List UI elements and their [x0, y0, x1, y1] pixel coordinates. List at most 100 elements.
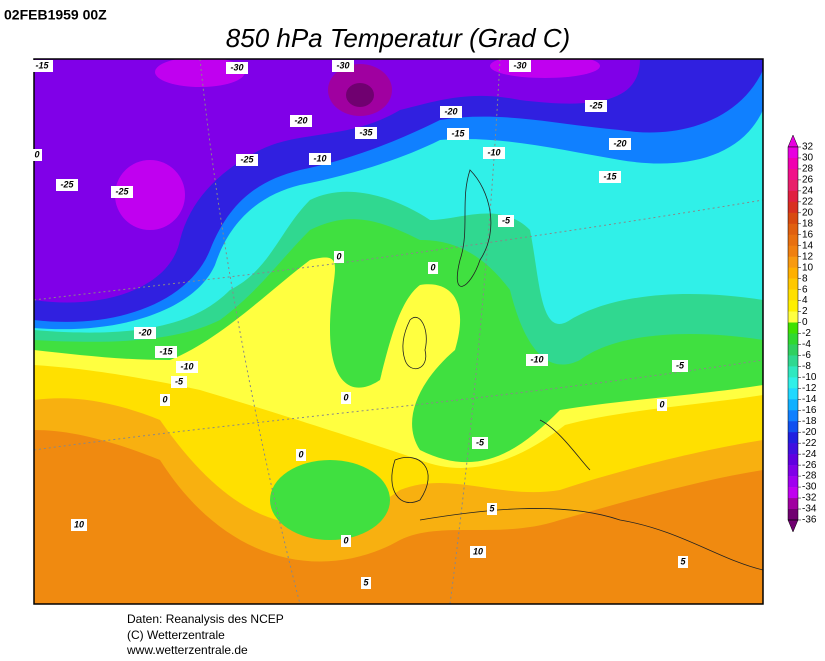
contour-label-box [672, 360, 688, 372]
colorbar-band [788, 245, 798, 257]
contour-label: -15 [603, 171, 617, 181]
colorbar-band [788, 465, 798, 477]
colorbar-tick-label: -30 [802, 482, 817, 493]
colorbar-tick-label: -24 [802, 449, 817, 460]
colorbar-tick-label: -2 [802, 328, 811, 339]
contour-label: -20 [444, 106, 457, 116]
contour-label-box [334, 251, 344, 263]
contour-label: 10 [473, 546, 483, 556]
contour-label-box [290, 115, 312, 127]
colorbar-band [788, 289, 798, 301]
contour-label: -5 [502, 215, 511, 225]
colorbar-tick-label: -28 [802, 471, 817, 482]
colorbar-band [788, 509, 798, 521]
contour-label-box [226, 62, 248, 74]
colorbar-band [788, 168, 798, 181]
contour-label: 0 [34, 149, 39, 159]
contour-label: 0 [162, 394, 167, 404]
contour-label-box [498, 215, 514, 227]
colorbar-tick-label: -4 [802, 339, 811, 350]
contour-label-box [609, 138, 631, 150]
contour-label-box [111, 186, 133, 198]
contour-label-box [361, 577, 371, 589]
contour-label-box [447, 128, 469, 140]
contour-label-box [176, 361, 198, 373]
contour-label-box [341, 392, 351, 404]
contour-label-box [526, 354, 548, 366]
footer-line: Daten: Reanalysis des NCEP [127, 612, 284, 626]
contour-label: -10 [313, 153, 326, 163]
contour-label: 0 [430, 262, 435, 272]
colorbar-band [788, 311, 798, 323]
colorbar-band [788, 333, 798, 345]
colorbar-band [788, 300, 798, 312]
colorbar-band [788, 377, 798, 389]
contour-label-box [309, 153, 331, 165]
contour-label: -15 [159, 346, 173, 356]
contour-label-box [428, 262, 438, 274]
contour-label: -30 [230, 62, 243, 72]
contour-label-box [657, 399, 667, 411]
colorbar-tick-label: 10 [802, 262, 814, 273]
colorbar-tick-label: -18 [802, 416, 817, 427]
colorbar-tick-label: 6 [802, 284, 808, 295]
colorbar-band [788, 157, 798, 170]
colorbar-band [788, 487, 798, 499]
colorbar-band [788, 234, 798, 247]
contour-label-box [509, 60, 531, 72]
colorbar-tick-label: 20 [802, 207, 814, 218]
colorbar-tick-label: 8 [802, 273, 808, 284]
colorbar-tick-label: -16 [802, 405, 817, 416]
colorbar-tick-label: -22 [802, 438, 817, 449]
contour-label-box [355, 127, 377, 139]
colorbar-band [788, 147, 798, 159]
contour-label-box [341, 535, 351, 547]
contour-label-box [678, 556, 688, 568]
colorbar-tick-label: 12 [802, 251, 814, 262]
colorbar-band [788, 410, 798, 422]
contour-label-box [332, 60, 354, 72]
contour-label: -25 [240, 154, 254, 164]
colorbar-tick-label: -8 [802, 361, 811, 372]
contour-label: -25 [589, 100, 603, 110]
colorbar-band [788, 498, 798, 510]
colorbar-band [788, 443, 798, 455]
colorbar-tick-label: -10 [802, 372, 817, 383]
contour-label: -5 [175, 376, 184, 386]
contour-label: -20 [613, 138, 626, 148]
colorbar-tick-label: 18 [802, 218, 814, 229]
contour-label: -35 [359, 127, 373, 137]
colorbar-tick-label: 14 [802, 240, 814, 251]
temperature-field [34, 59, 763, 604]
colorbar-band [788, 388, 798, 400]
contour-label: -15 [35, 60, 49, 70]
contour-label: -30 [336, 60, 349, 70]
contour-label-box [487, 503, 497, 515]
colorbar-tick-label: 16 [802, 229, 814, 240]
colorbar-tick-label: -20 [802, 427, 817, 438]
contour-label: -10 [487, 147, 500, 157]
colorbar-band [788, 179, 798, 192]
contour-label-box [171, 376, 187, 388]
timestamp: 02FEB1959 00Z [4, 7, 107, 23]
colorbar-band [788, 476, 798, 488]
colorbar-tick-label: 32 [802, 142, 814, 153]
colorbar-band [788, 256, 798, 268]
contour-label-box [56, 179, 78, 191]
colorbar-tick-label: -32 [802, 493, 817, 504]
contour-label: -10 [180, 361, 193, 371]
colorbar-band [788, 432, 798, 444]
colorbar-band [788, 344, 798, 356]
colorbar-tick-label: 4 [802, 295, 808, 306]
contour-label-box [472, 437, 488, 449]
contour-label: -30 [513, 60, 526, 70]
contour-label: 10 [74, 519, 84, 529]
colorbar-tick-label: 22 [802, 196, 814, 207]
contour-label-box [599, 171, 621, 183]
footer-line: www.wetterzentrale.de [126, 643, 248, 656]
colorbar-tick-label: -6 [802, 350, 811, 361]
colorbar-band [788, 212, 798, 225]
contour-label: 0 [298, 449, 303, 459]
colorbar-arrow-bottom [787, 519, 799, 533]
